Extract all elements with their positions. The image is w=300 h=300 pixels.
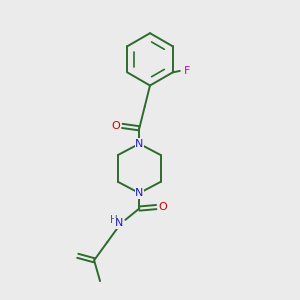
Text: N: N: [135, 139, 143, 149]
Text: N: N: [135, 188, 143, 198]
Text: N: N: [115, 218, 123, 228]
Text: O: O: [159, 202, 167, 212]
Text: F: F: [183, 66, 190, 76]
Text: O: O: [111, 121, 120, 131]
Text: H: H: [110, 215, 118, 225]
